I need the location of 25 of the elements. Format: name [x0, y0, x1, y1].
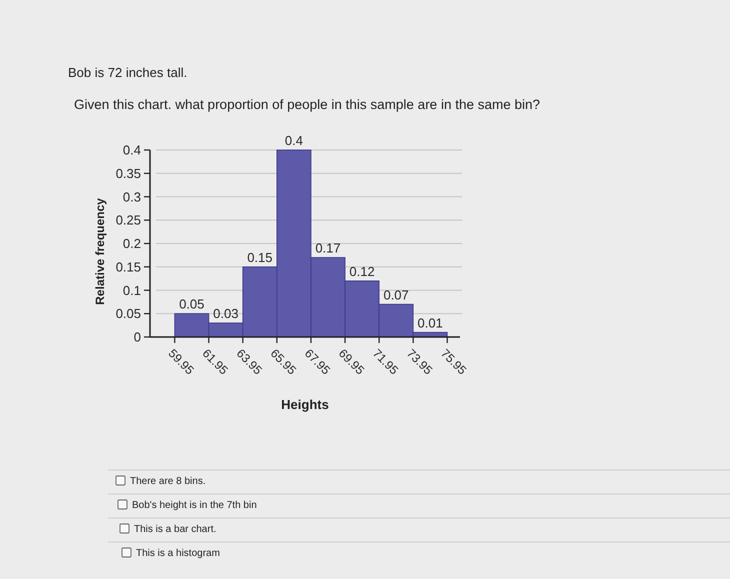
data-label: 0.05 — [179, 296, 204, 312]
y-tick-label: 0.15 — [116, 259, 141, 274]
chart-title: Bob is 72 inches tall. — [68, 65, 188, 80]
y-tick-label: 0.4 — [122, 142, 141, 158]
text: This is a histogram — [136, 548, 220, 559]
data-label: 0.01 — [418, 315, 443, 330]
y-tick-label: 0.1 — [122, 282, 141, 298]
x-axis-title: Heights — [281, 397, 329, 412]
data-label: 0.12 — [349, 264, 375, 279]
data-label: 0.17 — [315, 240, 341, 256]
y-tick-label: 0.2 — [122, 236, 141, 252]
data-label: 0.07 — [383, 287, 409, 302]
text: There are 8 bins. — [130, 476, 206, 487]
text: This is a bar chart. — [134, 524, 216, 535]
y-tick-label: 0 — [134, 330, 141, 345]
y-axis-title: Relative frequency — [93, 198, 107, 305]
y-tick-label: 0.35 — [116, 166, 141, 181]
data-label: 0.15 — [247, 250, 273, 265]
data-label: 0.03 — [213, 306, 238, 321]
chart-subtitle: Given this chart. what proportion of people in this sample are in the same bin? — [74, 97, 540, 112]
data-label: 0.4 — [284, 133, 303, 148]
y-tick-label: 0.25 — [116, 212, 141, 228]
y-tick-label: 0.05 — [116, 306, 141, 322]
text: Bob's height is in the 7th bin — [132, 500, 257, 511]
y-tick-label: 0.3 — [122, 189, 141, 204]
